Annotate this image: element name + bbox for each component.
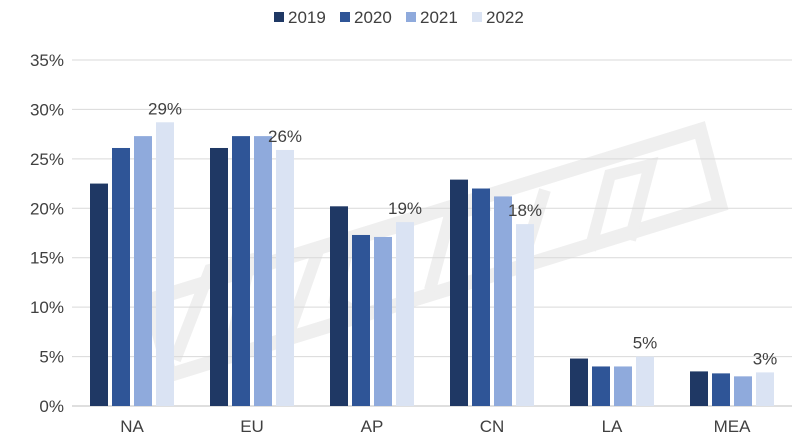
bar-la-2022	[636, 356, 654, 406]
y-axis-ticks: 0% 5% 10% 15% 20% 25% 30% 35%	[30, 51, 64, 416]
y-tick-label: 10%	[30, 298, 64, 317]
bar-na-2021	[134, 136, 152, 406]
x-category-label: MEA	[714, 417, 752, 436]
legend-label: 2020	[354, 8, 392, 27]
legend-label: 2021	[420, 8, 458, 27]
bar-la-2019	[570, 358, 588, 406]
data-label: 5%	[633, 334, 658, 353]
bar-mea-2019	[690, 371, 708, 406]
x-category-label: LA	[602, 417, 623, 436]
bar-la-2020	[592, 366, 610, 406]
bar-eu-2019	[210, 147, 228, 407]
x-category-label: NA	[120, 417, 144, 436]
x-category-label: AP	[361, 417, 384, 436]
y-tick-label: 5%	[39, 348, 64, 367]
legend: 2019 2020 2021 2022	[274, 8, 524, 27]
bar-mea-2021	[734, 376, 752, 406]
bar-mea-2022	[756, 372, 774, 406]
bars	[90, 122, 774, 407]
legend-label: 2022	[486, 8, 524, 27]
bar-cn-2020	[472, 188, 490, 406]
x-category-label: CN	[480, 417, 505, 436]
bar-cn-2021	[494, 196, 512, 406]
gridlines	[72, 59, 792, 407]
y-tick-label: 15%	[30, 249, 64, 268]
data-label: 3%	[753, 349, 778, 368]
y-tick-label: 30%	[30, 100, 64, 119]
data-label: 29%	[148, 99, 182, 118]
bar-eu-2020	[232, 136, 250, 406]
data-label: 18%	[508, 201, 542, 220]
bar-ap-2022	[396, 222, 414, 406]
y-tick-label: 35%	[30, 51, 64, 70]
legend-swatch-2020	[340, 12, 350, 22]
legend-swatch-2022	[472, 12, 482, 22]
y-tick-label: 0%	[39, 397, 64, 416]
bar-na-2019	[90, 183, 108, 406]
x-category-label: EU	[240, 417, 264, 436]
bar-eu-2022	[276, 149, 294, 406]
data-label: 19%	[388, 199, 422, 218]
data-label: 26%	[268, 127, 302, 146]
bar-mea-2020	[712, 373, 730, 406]
legend-label: 2019	[288, 8, 326, 27]
x-axis-categories: NA EU AP CN LA MEA	[120, 417, 751, 436]
bar-ap-2021	[374, 236, 392, 406]
legend-swatch-2019	[274, 12, 284, 22]
bar-ap-2020	[352, 234, 370, 406]
y-tick-label: 20%	[30, 199, 64, 218]
data-labels: 29% 26% 19% 18% 5% 3%	[148, 99, 777, 368]
bar-na-2020	[112, 147, 130, 407]
bar-eu-2021	[254, 136, 272, 406]
bar-na-2022	[156, 122, 174, 406]
bar-ap-2019	[330, 206, 348, 406]
bar-cn-2022	[516, 224, 534, 406]
bar-la-2021	[614, 366, 632, 406]
legend-swatch-2021	[406, 12, 416, 22]
y-tick-label: 25%	[30, 150, 64, 169]
bar-cn-2019	[450, 179, 468, 406]
